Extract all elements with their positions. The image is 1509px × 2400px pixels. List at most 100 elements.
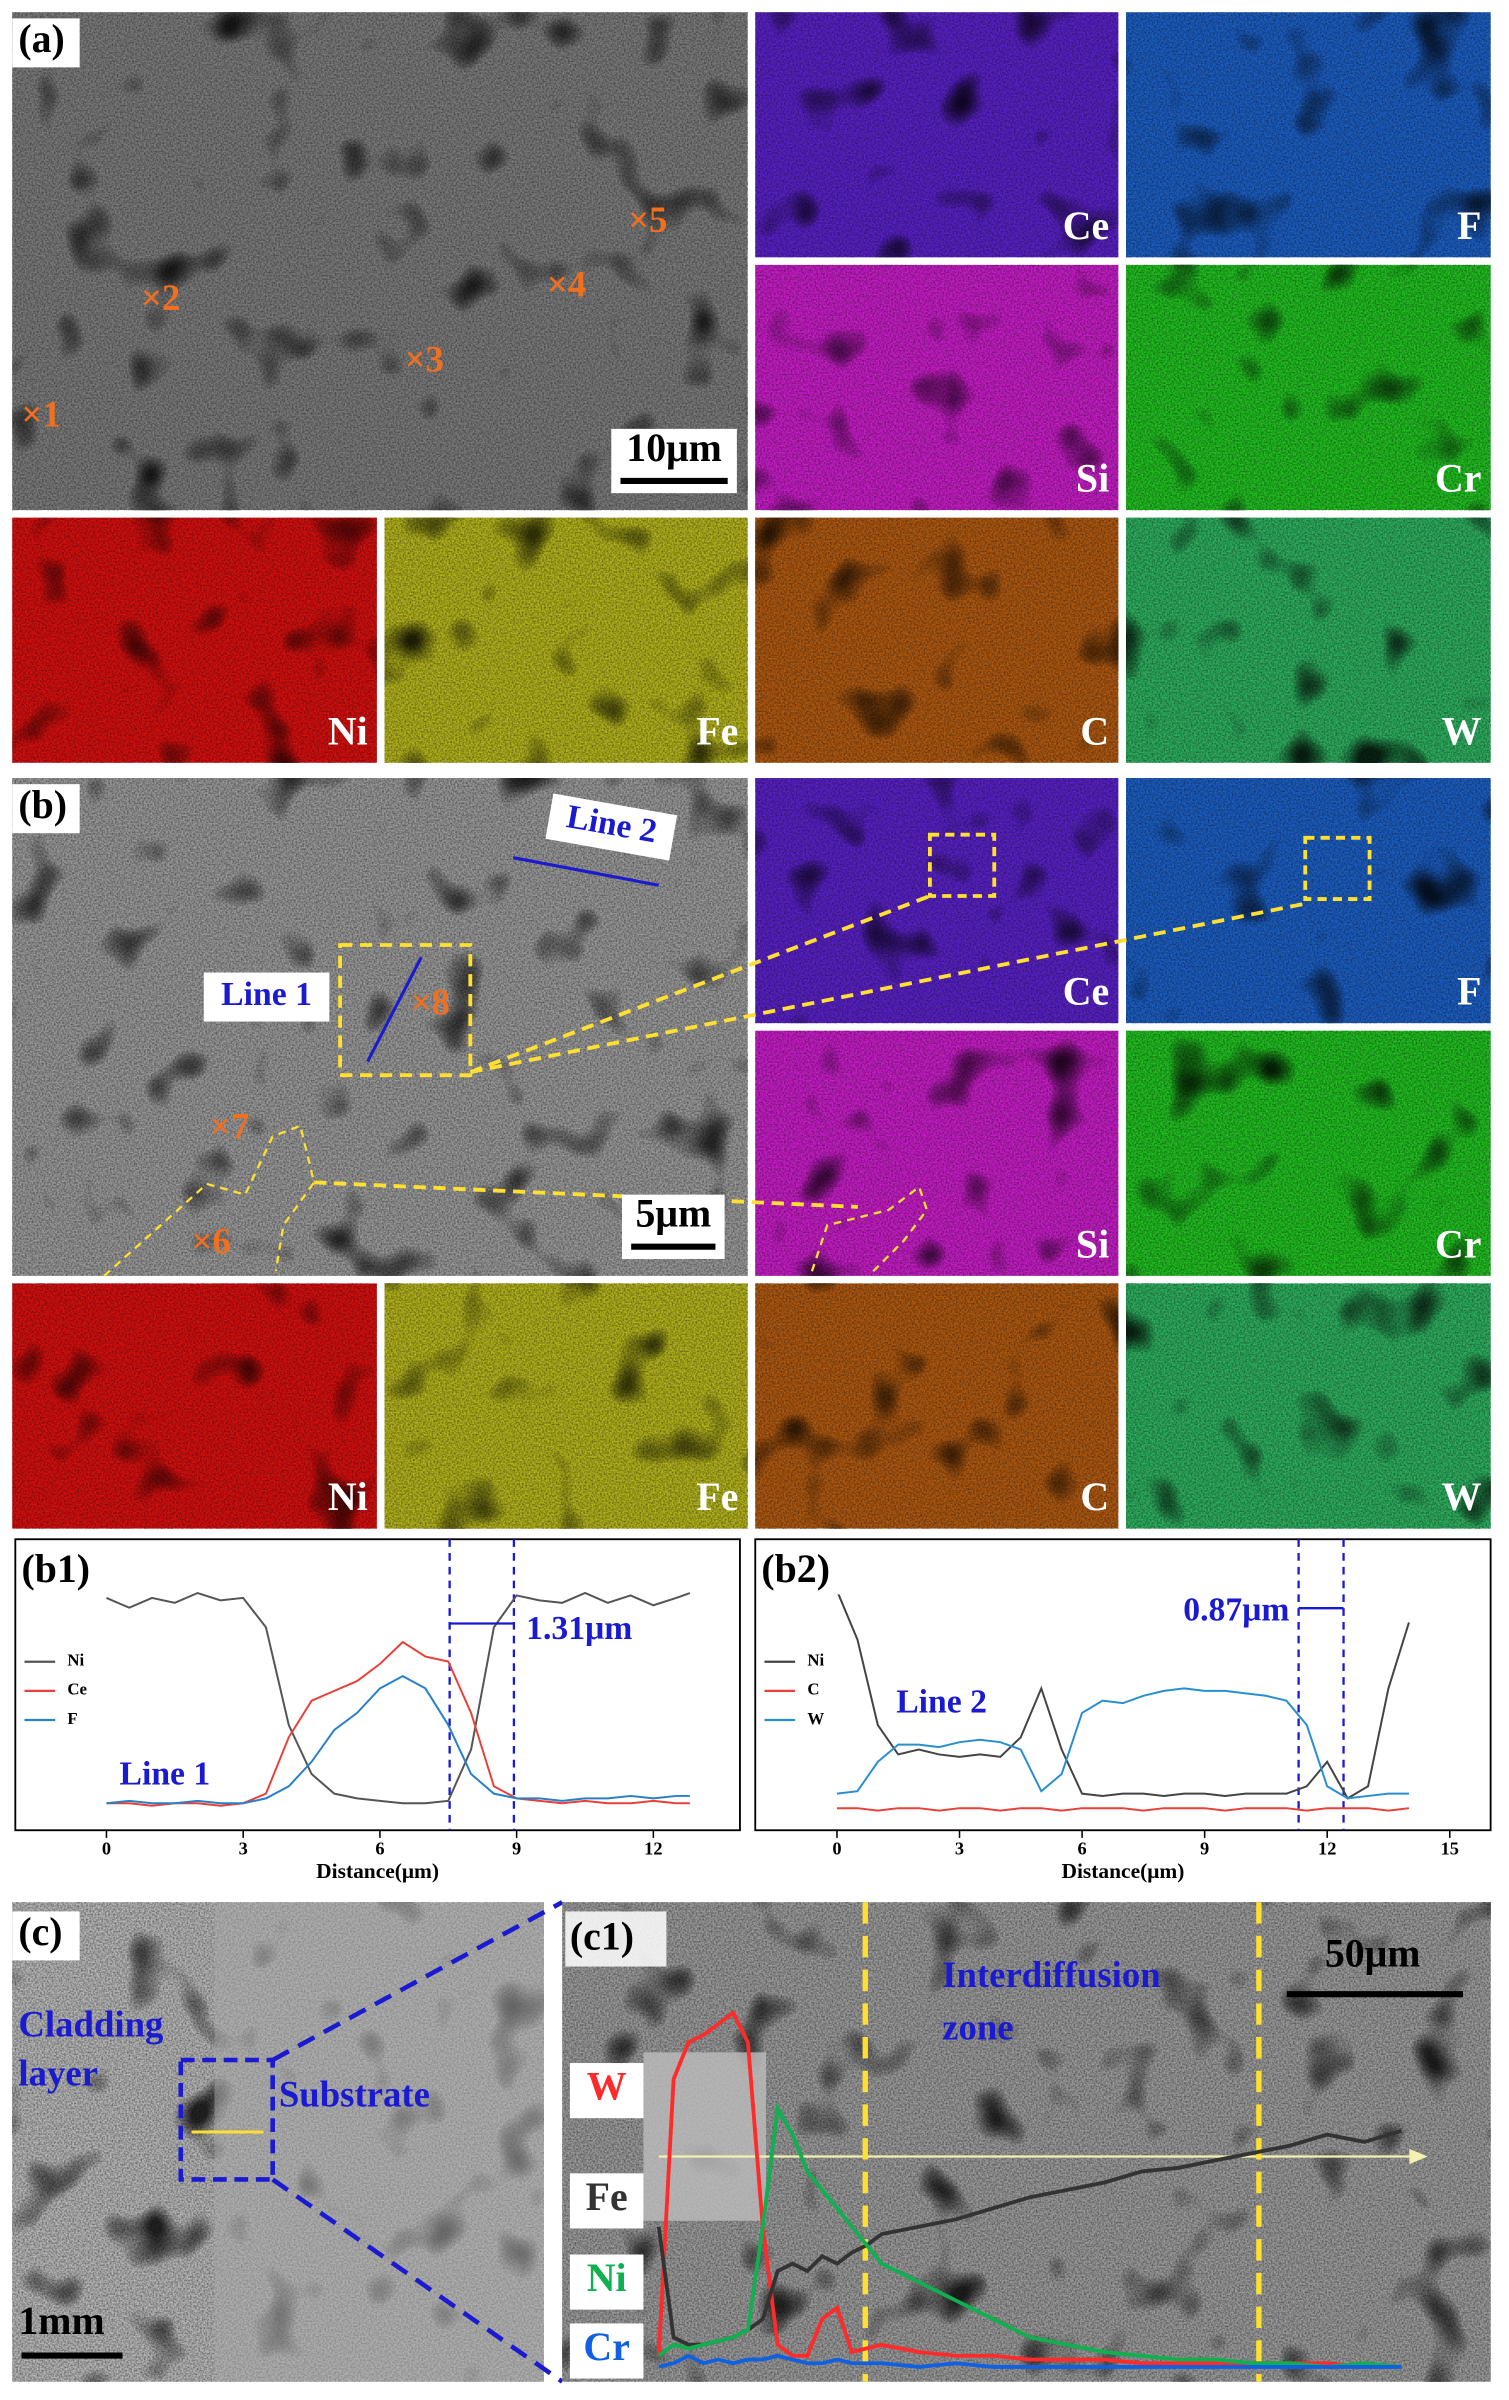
legend-label: Cr — [583, 2325, 629, 2369]
region-outline — [103, 1124, 316, 1277]
point-label: ×7 — [210, 1106, 249, 1147]
point-label: ×2 — [141, 277, 180, 318]
micrograph-grain — [1126, 264, 1491, 511]
micrograph-grain — [755, 778, 1119, 1024]
series-line — [106, 1675, 690, 1805]
region-outline — [810, 1185, 929, 1273]
x-tick-label: 6 — [1077, 1838, 1086, 1858]
micrograph-grain — [12, 12, 748, 511]
x-tick-label: 12 — [1318, 1838, 1336, 1858]
guide-arrow — [313, 1180, 858, 1209]
x-tick-label: 6 — [375, 1838, 384, 1858]
panel-label: (b1) — [21, 1547, 90, 1591]
series-line — [657, 2102, 1402, 2369]
x-tick-label: 9 — [1200, 1838, 1209, 1858]
legend-label: Fe — [586, 2175, 628, 2219]
x-tick-label: 9 — [512, 1838, 521, 1858]
element-label: Ce — [1063, 204, 1109, 248]
legend-label: Ni — [587, 2256, 627, 2300]
micrograph-grain — [1126, 1283, 1491, 1529]
legend-bg — [569, 2254, 644, 2310]
legend-label: Ce — [67, 1680, 87, 1699]
label-bg — [12, 18, 80, 68]
point-label: ×8 — [411, 982, 450, 1023]
chart-frame — [14, 1538, 741, 1832]
micrograph-grain — [1126, 517, 1491, 763]
roi-box — [1303, 835, 1372, 901]
element-label: F — [1457, 970, 1481, 1014]
legend-label: W — [807, 1709, 824, 1728]
label-bg — [759, 1548, 843, 1595]
substrate-band — [214, 1902, 544, 2382]
element-label: W — [1442, 709, 1482, 753]
legend-label: W — [587, 2065, 627, 2109]
element-label: Fe — [696, 1475, 738, 1519]
x-tick-label: 15 — [1441, 1838, 1459, 1858]
legend-bg — [569, 2173, 644, 2229]
span-label: 0.87μm — [1183, 1592, 1289, 1629]
region-label: layer — [18, 2052, 98, 2093]
label-bg — [12, 784, 80, 834]
panel-label: (b2) — [761, 1547, 830, 1591]
x-tick-label: 12 — [644, 1838, 662, 1858]
chart-frame — [754, 1538, 1492, 1832]
x-tick-label: 0 — [102, 1838, 111, 1858]
element-label: Si — [1076, 457, 1109, 501]
x-axis-label: Distance(μm) — [1061, 1859, 1184, 1883]
point-label: ×4 — [547, 263, 586, 304]
legend-bg — [569, 2323, 644, 2379]
scan-line — [512, 856, 660, 887]
micrograph-grain — [755, 517, 1119, 763]
legend-label: Ni — [67, 1651, 84, 1670]
panel-label: (b) — [18, 783, 67, 827]
guide-arrow — [469, 901, 1306, 1074]
micrograph-grain — [755, 264, 1119, 511]
element-label: Ni — [328, 1475, 368, 1519]
line-label: Line 1 — [119, 1755, 210, 1792]
label-bg — [545, 793, 678, 861]
micrograph-grain — [755, 1030, 1119, 1276]
x-tick-label: 3 — [955, 1838, 964, 1858]
label-bg — [565, 1911, 667, 1967]
micrograph-grain — [755, 12, 1119, 258]
scan-line — [366, 956, 423, 1063]
legend-bg — [569, 2063, 644, 2119]
micrograph-grain — [384, 1283, 748, 1529]
element-label: Fe — [696, 709, 738, 753]
region-label: Cladding — [18, 2003, 164, 2044]
panel-label: (c1) — [570, 1915, 634, 1959]
x-axis-label: Distance(μm) — [316, 1859, 439, 1883]
micrograph-grain — [384, 517, 748, 763]
arrow-head — [1409, 2148, 1428, 2165]
zone-label: Interdiffusion — [942, 1954, 1161, 1995]
series-line — [106, 1591, 691, 1805]
point-label: ×3 — [404, 338, 443, 379]
legend-label: C — [807, 1680, 819, 1699]
legend-label: F — [67, 1709, 77, 1728]
series-line — [656, 2009, 1402, 2369]
point-label: ×1 — [21, 394, 60, 435]
element-label: W — [1442, 1475, 1482, 1519]
micrograph-grain — [12, 778, 748, 1276]
panel-label: (a) — [18, 17, 64, 61]
roi-box — [338, 943, 473, 1078]
zoom-box — [178, 2057, 275, 2182]
scale-label: 1mm — [18, 2299, 104, 2343]
micrograph-grain — [12, 1283, 377, 1529]
guide-arrow — [469, 894, 931, 1074]
x-tick-label: 3 — [239, 1838, 248, 1858]
line-label: Line 2 — [896, 1683, 987, 1720]
label-bg — [19, 1548, 103, 1595]
span-label: 1.31μm — [526, 1610, 632, 1647]
point-label: ×6 — [191, 1221, 230, 1262]
region-label: Substrate — [279, 2074, 430, 2115]
element-label: C — [1080, 709, 1109, 753]
micrograph-grain — [1126, 1030, 1491, 1276]
micrograph-grain — [1126, 12, 1491, 258]
point-label: ×5 — [628, 199, 667, 240]
element-label: Ce — [1063, 970, 1109, 1014]
series-line — [106, 1640, 690, 1807]
label-bg — [12, 1911, 80, 1961]
